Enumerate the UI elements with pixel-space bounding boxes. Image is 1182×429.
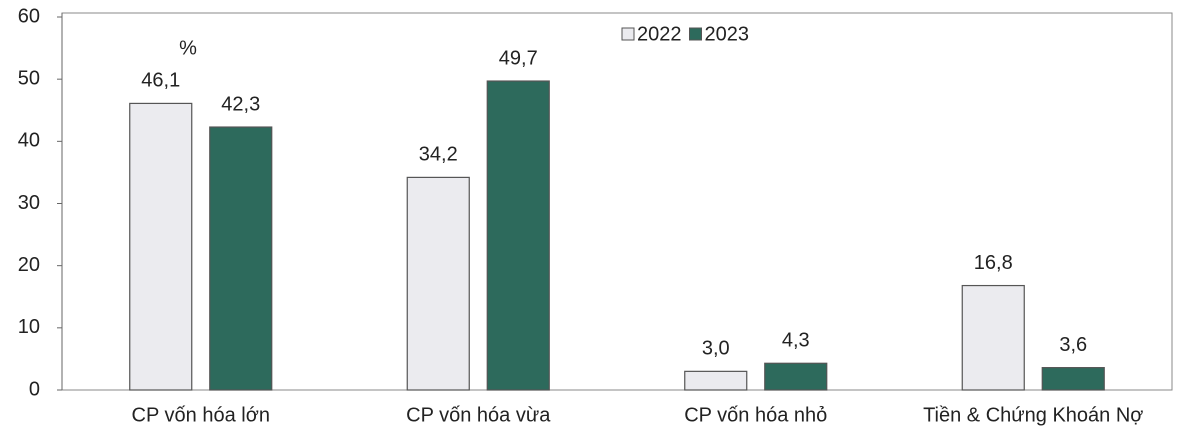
legend-swatch (689, 27, 702, 41)
bar (1041, 367, 1105, 391)
bar (684, 370, 748, 391)
bar (209, 126, 273, 391)
x-tick-label: CP vốn hóa vừa (406, 404, 551, 426)
legend-label: 2023 (705, 23, 750, 45)
y-tick-label: 20 (18, 254, 40, 276)
x-tick-label: Tiền & Chứng Khoán Nợ (923, 404, 1143, 426)
value-label: 46,1 (141, 70, 180, 92)
value-label: 3,0 (702, 338, 730, 360)
y-tick-label: 10 (18, 316, 40, 338)
bar (406, 176, 470, 391)
legend-swatch (621, 27, 635, 41)
bar (764, 362, 828, 391)
value-label: 42,3 (221, 93, 260, 115)
value-label: 49,7 (499, 47, 538, 69)
bar (961, 284, 1025, 391)
value-label: 34,2 (419, 144, 458, 166)
value-label: 3,6 (1059, 334, 1087, 356)
y-tick-label: 60 (18, 5, 40, 27)
bar (486, 80, 550, 391)
y-tick-label: 50 (18, 67, 40, 89)
value-label: 4,3 (782, 330, 810, 352)
bar (129, 102, 193, 391)
x-tick-label: CP vốn hóa lớn (132, 404, 270, 426)
y-tick-label: 30 (18, 192, 40, 214)
unit-annotation: % (179, 37, 197, 59)
legend-label: 2022 (637, 23, 682, 45)
y-tick-label: 0 (29, 378, 40, 400)
y-tick-label: 40 (18, 130, 40, 152)
x-tick-label: CP vốn hóa nhỏ (684, 404, 827, 426)
value-label: 16,8 (974, 252, 1013, 274)
